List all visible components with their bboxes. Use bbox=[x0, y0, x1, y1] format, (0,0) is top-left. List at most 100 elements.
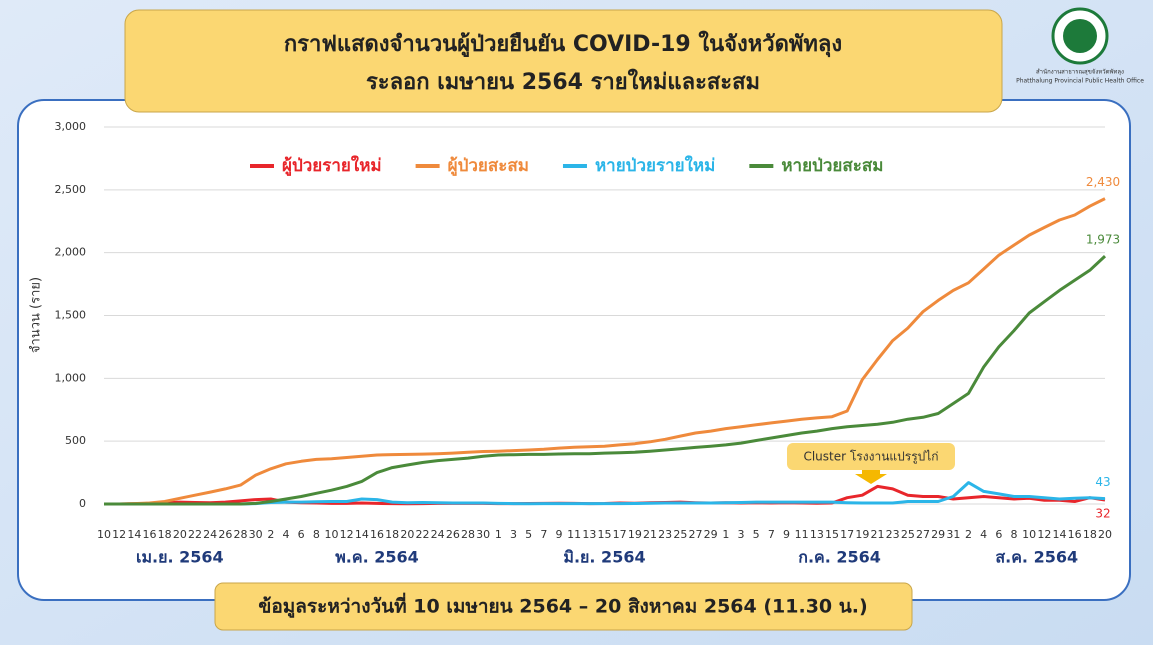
y-tick-label: 1,500 bbox=[55, 309, 87, 322]
x-tick-label: 8 bbox=[1011, 528, 1018, 541]
agency-en: Phatthalung Provincial Public Health Off… bbox=[1016, 78, 1144, 85]
x-tick-label: 17 bbox=[613, 528, 627, 541]
x-tick-label: 3 bbox=[510, 528, 517, 541]
x-tick-label: 11 bbox=[567, 528, 581, 541]
legend-label: หายป่วยรายใหม่ bbox=[595, 155, 715, 176]
x-tick-label: 23 bbox=[658, 528, 672, 541]
title-box bbox=[124, 9, 1003, 113]
x-tick-label: 31 bbox=[946, 528, 960, 541]
annotation-box bbox=[787, 443, 955, 470]
x-tick-label: 26 bbox=[218, 528, 232, 541]
series-line bbox=[104, 255, 1107, 506]
annotation-arrow bbox=[855, 470, 887, 484]
x-tick-label: 13 bbox=[582, 528, 596, 541]
month-label: ก.ค. 2564 bbox=[798, 548, 881, 567]
x-tick-label: 10 bbox=[1022, 528, 1036, 541]
x-tick-label: 1 bbox=[722, 528, 729, 541]
x-tick-label: 16 bbox=[370, 528, 384, 541]
x-tick-label: 20 bbox=[173, 528, 187, 541]
x-tick-label: 15 bbox=[825, 528, 839, 541]
annotation: Cluster โรงงานแปรรูปไก่ bbox=[803, 450, 938, 465]
x-tick-label: 24 bbox=[431, 528, 445, 541]
x-tick-label: 16 bbox=[143, 528, 157, 541]
logo-inner bbox=[1063, 19, 1097, 53]
y-tick-label: 2,000 bbox=[55, 246, 87, 259]
x-tick-label: 11 bbox=[795, 528, 809, 541]
data-label: 1,973 bbox=[1086, 233, 1120, 247]
x-tick-label: 20 bbox=[400, 528, 414, 541]
data-label: 32 bbox=[1095, 506, 1110, 520]
y-tick-label: 2,500 bbox=[55, 183, 87, 196]
x-tick-label: 22 bbox=[188, 528, 202, 541]
x-tick-label: 24 bbox=[203, 528, 217, 541]
y-tick-label: 0 bbox=[79, 497, 86, 510]
month-label: ส.ค. 2564 bbox=[995, 548, 1078, 567]
legend-label: ผู้ป่วยรายใหม่ bbox=[282, 155, 382, 177]
x-tick-label: 20 bbox=[1098, 528, 1112, 541]
x-tick-label: 6 bbox=[298, 528, 305, 541]
x-tick-label: 27 bbox=[916, 528, 930, 541]
x-tick-label: 28 bbox=[461, 528, 475, 541]
x-tick-label: 21 bbox=[643, 528, 657, 541]
x-tick-label: 5 bbox=[753, 528, 760, 541]
chart-title: กราฟแสดงจำนวนผู้ป่วยยืนยัน COVID-19 ในจั… bbox=[284, 30, 842, 58]
x-tick-label: 12 bbox=[340, 528, 354, 541]
x-tick-label: 22 bbox=[416, 528, 430, 541]
chart-panel bbox=[17, 99, 1131, 601]
x-tick-label: 19 bbox=[855, 528, 869, 541]
x-tick-label: 1 bbox=[495, 528, 502, 541]
x-tick-label: 14 bbox=[355, 528, 369, 541]
legend-label: หายป่วยสะสม bbox=[781, 156, 883, 176]
x-tick-label: 29 bbox=[704, 528, 718, 541]
x-tick-label: 30 bbox=[476, 528, 490, 541]
x-tick-label: 12 bbox=[112, 528, 126, 541]
x-tick-label: 25 bbox=[901, 528, 915, 541]
x-tick-label: 2 bbox=[267, 528, 274, 541]
x-tick-label: 2 bbox=[965, 528, 972, 541]
x-tick-label: 18 bbox=[158, 528, 172, 541]
x-tick-label: 7 bbox=[768, 528, 775, 541]
month-label: เม.ย. 2564 bbox=[136, 548, 224, 567]
x-tick-label: 25 bbox=[673, 528, 687, 541]
x-tick-label: 9 bbox=[783, 528, 790, 541]
data-label: 43 bbox=[1095, 475, 1110, 489]
x-tick-label: 10 bbox=[97, 528, 111, 541]
month-label: พ.ค. 2564 bbox=[335, 548, 419, 567]
legend: ผู้ป่วยรายใหม่ ผู้ป่วยสะสม หายป่วยรายใหม่ ห… bbox=[250, 155, 883, 177]
footer: ข้อมูลระหว่างวันที่ 10 เมษายน 2564 – 20 … bbox=[258, 593, 867, 619]
chart-subtitle: ระลอก เมษายน 2564 รายใหม่และสะสม bbox=[366, 68, 760, 95]
x-tick-label: 14 bbox=[127, 528, 141, 541]
y-tick-label: 3,000 bbox=[55, 120, 87, 133]
x-tick-label: 4 bbox=[283, 528, 290, 541]
x-tick-label: 5 bbox=[525, 528, 532, 541]
x-tick-label: 26 bbox=[446, 528, 460, 541]
month-label: มิ.ย. 2564 bbox=[563, 548, 645, 567]
data-label: 2,430 bbox=[1086, 175, 1120, 189]
x-tick-label: 18 bbox=[1083, 528, 1097, 541]
x-tick-label: 28 bbox=[234, 528, 248, 541]
x-tick-label: 8 bbox=[313, 528, 320, 541]
x-tick-label: 17 bbox=[840, 528, 854, 541]
x-tick-label: 14 bbox=[1053, 528, 1067, 541]
x-tick-label: 23 bbox=[886, 528, 900, 541]
x-tick-label: 18 bbox=[385, 528, 399, 541]
x-tick-label: 10 bbox=[325, 528, 339, 541]
x-tick-label: 29 bbox=[931, 528, 945, 541]
x-tick-label: 3 bbox=[738, 528, 745, 541]
x-tick-label: 19 bbox=[628, 528, 642, 541]
x-tick-label: 13 bbox=[810, 528, 824, 541]
series-line bbox=[104, 197, 1106, 506]
footer-box bbox=[214, 582, 913, 631]
x-tick-label: 27 bbox=[689, 528, 703, 541]
y-axis-label: จำนวน (ราย) bbox=[29, 277, 44, 353]
x-tick-label: 7 bbox=[540, 528, 547, 541]
x-tick-label: 6 bbox=[995, 528, 1002, 541]
y-tick-label: 1,000 bbox=[55, 371, 87, 384]
legend-label: ผู้ป่วยสะสม bbox=[448, 156, 529, 177]
x-tick-label: 21 bbox=[871, 528, 885, 541]
x-tick-label: 4 bbox=[980, 528, 987, 541]
x-tick-label: 30 bbox=[249, 528, 263, 541]
x-tick-label: 15 bbox=[598, 528, 612, 541]
